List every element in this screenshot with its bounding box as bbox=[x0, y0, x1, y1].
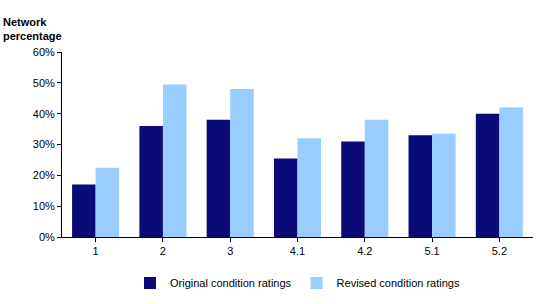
svg-text:4.1: 4.1 bbox=[290, 245, 305, 257]
svg-text:2: 2 bbox=[160, 245, 166, 257]
svg-text:Original condition ratings: Original condition ratings bbox=[170, 277, 292, 289]
svg-text:3: 3 bbox=[227, 245, 233, 257]
svg-text:1: 1 bbox=[93, 245, 99, 257]
svg-text:40%: 40% bbox=[33, 108, 55, 120]
svg-text:Revised condition ratings: Revised condition ratings bbox=[337, 277, 460, 289]
svg-text:Networkpercentage: Networkpercentage bbox=[3, 16, 62, 42]
svg-text:60%: 60% bbox=[33, 46, 55, 58]
svg-text:30%: 30% bbox=[33, 138, 55, 150]
svg-text:5.1: 5.1 bbox=[424, 245, 439, 257]
svg-text:0%: 0% bbox=[39, 231, 55, 243]
svg-text:4.2: 4.2 bbox=[357, 245, 372, 257]
svg-text:20%: 20% bbox=[33, 169, 55, 181]
svg-text:50%: 50% bbox=[33, 77, 55, 89]
svg-text:10%: 10% bbox=[33, 200, 55, 212]
svg-text:5.2: 5.2 bbox=[492, 245, 507, 257]
